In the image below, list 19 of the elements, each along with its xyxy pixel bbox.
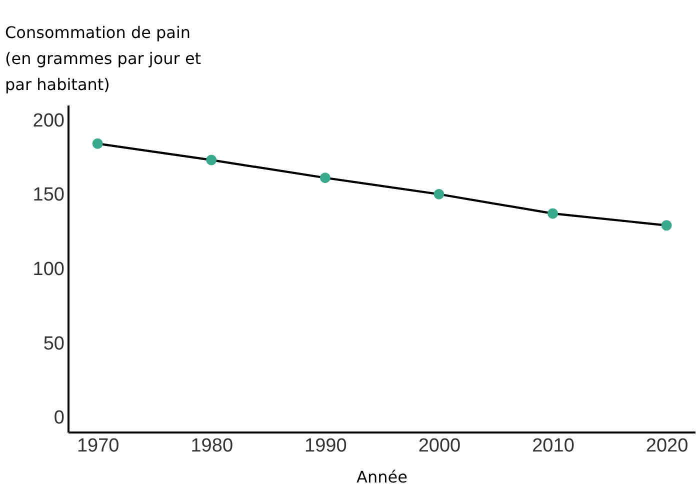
x-tick-label: 2020 [646, 436, 688, 456]
y-tick-label: 0 [54, 408, 64, 429]
y-tick-label: 200 [32, 110, 64, 132]
y-tick-label: 100 [32, 259, 64, 280]
x-axis-title: Année [356, 468, 408, 486]
point [548, 208, 558, 219]
x-tick-label: 1990 [304, 436, 347, 456]
x-tick-label: 2010 [532, 436, 574, 456]
y-tick-label: 50 [43, 333, 64, 354]
point [206, 154, 217, 166]
y-axis-title: Consommation de pain (en grammes par jour et par habitant) [5, 23, 202, 94]
point [434, 188, 444, 200]
x-tick-label: 2000 [418, 436, 461, 456]
point [92, 138, 103, 149]
point [320, 172, 330, 184]
x-tick-label: 1970 [76, 436, 120, 456]
point [661, 220, 672, 231]
x-tick-label: 1980 [190, 436, 234, 456]
y-tick-label: 150 [32, 184, 64, 206]
